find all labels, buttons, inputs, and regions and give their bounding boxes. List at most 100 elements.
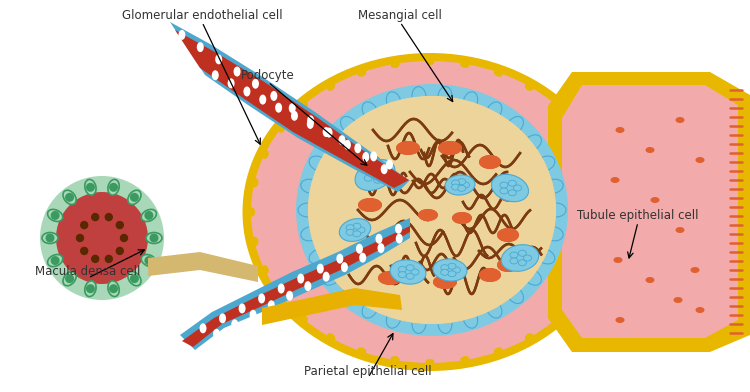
Ellipse shape	[301, 179, 320, 194]
Circle shape	[144, 211, 153, 220]
Ellipse shape	[396, 141, 420, 155]
Ellipse shape	[231, 319, 238, 329]
Ellipse shape	[298, 203, 318, 217]
Circle shape	[56, 192, 148, 284]
Circle shape	[149, 234, 158, 243]
Ellipse shape	[479, 155, 501, 169]
Circle shape	[81, 247, 88, 254]
Circle shape	[109, 284, 118, 293]
Polygon shape	[148, 252, 258, 282]
Circle shape	[76, 234, 83, 241]
Ellipse shape	[486, 299, 502, 318]
Ellipse shape	[605, 207, 611, 216]
Ellipse shape	[270, 91, 278, 101]
Ellipse shape	[85, 281, 96, 297]
Ellipse shape	[418, 209, 438, 221]
Ellipse shape	[42, 232, 58, 243]
Ellipse shape	[646, 277, 655, 283]
Ellipse shape	[340, 286, 358, 303]
Ellipse shape	[650, 197, 659, 203]
Circle shape	[105, 256, 112, 262]
Text: Podocyte: Podocyte	[242, 69, 295, 82]
Ellipse shape	[418, 209, 438, 221]
Ellipse shape	[646, 147, 655, 153]
Ellipse shape	[438, 141, 462, 155]
Ellipse shape	[300, 314, 308, 322]
Ellipse shape	[525, 84, 533, 91]
Ellipse shape	[262, 150, 268, 159]
Ellipse shape	[141, 254, 157, 267]
Ellipse shape	[242, 53, 617, 371]
Ellipse shape	[411, 269, 419, 275]
Ellipse shape	[355, 160, 395, 191]
Ellipse shape	[602, 178, 608, 187]
Text: Glomerular endothelial cell: Glomerular endothelial cell	[122, 9, 282, 22]
Ellipse shape	[260, 94, 266, 105]
Ellipse shape	[359, 243, 381, 257]
Ellipse shape	[591, 265, 598, 274]
Ellipse shape	[316, 264, 324, 274]
Polygon shape	[182, 226, 410, 347]
Ellipse shape	[370, 151, 377, 162]
Ellipse shape	[286, 291, 293, 301]
Polygon shape	[170, 22, 410, 192]
Ellipse shape	[500, 188, 508, 194]
Ellipse shape	[460, 62, 470, 68]
Ellipse shape	[358, 70, 366, 77]
Ellipse shape	[63, 272, 76, 286]
Ellipse shape	[506, 286, 524, 303]
Ellipse shape	[463, 92, 478, 111]
Ellipse shape	[494, 347, 502, 354]
Ellipse shape	[433, 275, 457, 289]
Ellipse shape	[396, 234, 403, 243]
Circle shape	[86, 183, 95, 192]
Ellipse shape	[479, 155, 501, 169]
Ellipse shape	[509, 190, 516, 196]
Ellipse shape	[358, 347, 366, 354]
Ellipse shape	[249, 207, 255, 216]
Circle shape	[121, 234, 128, 241]
Ellipse shape	[354, 143, 362, 153]
Ellipse shape	[452, 184, 460, 190]
Ellipse shape	[406, 273, 414, 279]
Ellipse shape	[524, 135, 542, 151]
Ellipse shape	[340, 116, 358, 134]
Ellipse shape	[308, 96, 556, 324]
Circle shape	[130, 274, 139, 283]
Ellipse shape	[412, 87, 426, 107]
Ellipse shape	[425, 59, 434, 65]
Ellipse shape	[362, 102, 378, 121]
Ellipse shape	[268, 300, 274, 310]
Ellipse shape	[356, 244, 363, 254]
Ellipse shape	[499, 188, 521, 202]
Ellipse shape	[355, 154, 381, 170]
Ellipse shape	[380, 172, 388, 178]
Ellipse shape	[448, 271, 456, 277]
Ellipse shape	[441, 265, 448, 270]
Ellipse shape	[500, 182, 508, 188]
Ellipse shape	[395, 224, 402, 234]
Polygon shape	[548, 72, 750, 352]
Ellipse shape	[497, 228, 519, 242]
Ellipse shape	[244, 87, 250, 96]
Ellipse shape	[297, 274, 304, 283]
Ellipse shape	[491, 174, 529, 202]
Ellipse shape	[602, 237, 608, 246]
Ellipse shape	[398, 266, 406, 272]
Circle shape	[40, 176, 164, 300]
Ellipse shape	[336, 254, 344, 264]
Ellipse shape	[433, 259, 467, 281]
Circle shape	[46, 234, 55, 243]
Ellipse shape	[486, 102, 502, 121]
Ellipse shape	[47, 209, 63, 221]
Ellipse shape	[438, 87, 452, 107]
Ellipse shape	[525, 333, 533, 340]
Circle shape	[130, 193, 139, 202]
Ellipse shape	[398, 272, 406, 278]
Ellipse shape	[339, 219, 370, 241]
Ellipse shape	[108, 180, 119, 195]
Ellipse shape	[377, 243, 385, 253]
Ellipse shape	[304, 281, 311, 291]
Ellipse shape	[695, 307, 704, 313]
Ellipse shape	[196, 42, 204, 52]
